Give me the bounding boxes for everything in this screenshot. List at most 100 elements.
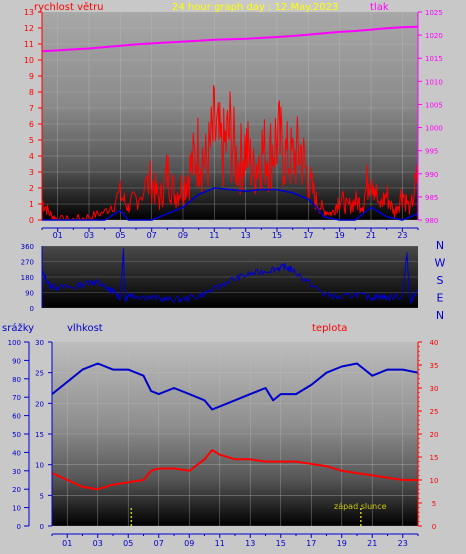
humidity-label: vlhkost	[67, 323, 103, 334]
temp-tick-label: 40	[430, 339, 439, 347]
direction-tick-label: 270	[21, 259, 34, 267]
wind-speed-line	[41, 84, 419, 221]
wind-x-tick-label: 03	[84, 231, 94, 240]
rain-tick-label: 0	[17, 523, 21, 531]
wind-speed-label: rychlost větru	[34, 1, 104, 13]
wind-x-tick-label: 09	[178, 231, 188, 240]
graph-title: 24 hour graph day : 12.May.2023	[172, 2, 338, 13]
temperature-label: teplota	[312, 323, 347, 334]
direction-tick-label: 0	[30, 305, 34, 313]
temp-tick-label: 0	[432, 523, 436, 531]
pressure-label: tlak	[370, 2, 389, 13]
pressure-tick-label: 990	[425, 171, 438, 179]
wind-x-tick-label: 07	[147, 231, 157, 240]
direction-tick-label: 90	[25, 290, 34, 298]
wind-tick-label: 3	[29, 168, 34, 177]
temp-x-tick-label: 11	[215, 539, 225, 548]
compass-label: E	[437, 292, 444, 305]
wind-x-tick-label: 21	[366, 231, 376, 240]
humidity-line	[51, 362, 419, 411]
wind-x-tick-label: 13	[241, 231, 251, 240]
rain-tick-label: 90	[12, 357, 21, 365]
wind-tick-label: 13	[24, 8, 34, 17]
pressure-tick-label: 1025	[425, 9, 443, 17]
compass-label: S	[437, 274, 444, 287]
rain-tick-label: 60	[12, 413, 21, 421]
wind-tick-label: 1	[29, 200, 34, 209]
rain-tick-label: 100	[8, 339, 21, 347]
rain-label: srážky	[2, 322, 34, 334]
temp-x-tick-label: 13	[245, 539, 255, 548]
pressure-tick-label: 995	[425, 148, 438, 156]
humidity-tick-label: 30	[35, 339, 44, 347]
pressure-tick-label: 1010	[425, 78, 443, 86]
wind-x-tick-label: 15	[272, 231, 282, 240]
temp-tick-label: 20	[430, 431, 439, 439]
wind-x-tick-label: 19	[335, 231, 345, 240]
humidity-tick-label: 20	[35, 400, 44, 408]
humidity-tick-label: 0	[40, 523, 44, 531]
wind-tick-label: 8	[29, 88, 34, 97]
wind-x-tick-label: 23	[397, 231, 407, 240]
wind-x-tick-label: 05	[115, 231, 125, 240]
rain-tick-label: 80	[12, 376, 21, 384]
pressure-line	[41, 25, 419, 53]
temp-x-tick-label: 07	[154, 539, 164, 548]
temp-tick-label: 5	[432, 500, 436, 508]
compass-label: W	[435, 257, 446, 270]
direction-panel-plot-area	[42, 246, 418, 308]
humidity-tick-label: 10	[35, 462, 44, 470]
wind-tick-label: 6	[29, 120, 34, 129]
pressure-tick-label: 985	[425, 194, 438, 202]
rain-tick-label: 50	[12, 431, 21, 439]
temp-tick-label: 30	[430, 385, 439, 393]
wind-x-tick-label: 01	[53, 231, 63, 240]
wind-tick-label: 2	[29, 184, 34, 193]
compass-label: N	[436, 309, 444, 322]
temp-x-tick-label: 19	[337, 539, 347, 548]
rain-tick-label: 40	[12, 449, 21, 457]
wind-average-line	[42, 187, 419, 221]
temp-x-tick-label: 01	[62, 539, 72, 548]
compass-label: N	[436, 239, 444, 252]
temp-x-tick-label: 05	[123, 539, 133, 548]
pressure-tick-label: 1020	[425, 32, 443, 40]
wind-tick-label: 12	[24, 24, 34, 33]
wind-direction-line	[41, 248, 418, 304]
wind-tick-label: 4	[29, 152, 34, 161]
temp-x-tick-label: 09	[184, 539, 194, 548]
wind-tick-label: 5	[29, 136, 34, 145]
humidity-tick-label: 5	[40, 492, 44, 500]
wind-tick-label: 11	[24, 40, 34, 49]
humidity-tick-label: 25	[35, 370, 44, 378]
wind-tick-label: 7	[29, 104, 34, 113]
wind-x-tick-label: 17	[303, 231, 313, 240]
temp-tick-label: 25	[430, 408, 439, 416]
temp-x-tick-label: 15	[276, 539, 286, 548]
sunset-annotation: západ slunce	[334, 502, 387, 511]
rain-tick-label: 10	[12, 505, 21, 513]
pressure-tick-label: 1005	[425, 101, 443, 109]
temp-x-tick-label: 21	[367, 539, 377, 548]
pressure-tick-label: 1015	[425, 55, 443, 63]
rain-tick-label: 70	[12, 394, 21, 402]
humidity-tick-label: 15	[35, 431, 44, 439]
rain-tick-label: 20	[12, 486, 21, 494]
wind-tick-label: 9	[29, 72, 34, 81]
temp-tick-label: 10	[430, 477, 439, 485]
temperature-line	[51, 449, 418, 491]
wind-tick-label: 10	[24, 56, 34, 65]
temp-tick-label: 15	[430, 454, 439, 462]
temp-tick-label: 35	[430, 362, 439, 370]
pressure-tick-label: 1000	[425, 125, 443, 133]
wind-x-tick-label: 11	[209, 231, 219, 240]
temp-x-tick-label: 23	[398, 539, 408, 548]
wind-tick-label: 0	[29, 216, 34, 225]
temp-x-tick-label: 03	[93, 539, 103, 548]
rain-tick-label: 30	[12, 468, 21, 476]
direction-tick-label: 360	[21, 243, 34, 251]
direction-tick-label: 180	[21, 274, 34, 282]
pressure-tick-label: 980	[425, 217, 438, 225]
